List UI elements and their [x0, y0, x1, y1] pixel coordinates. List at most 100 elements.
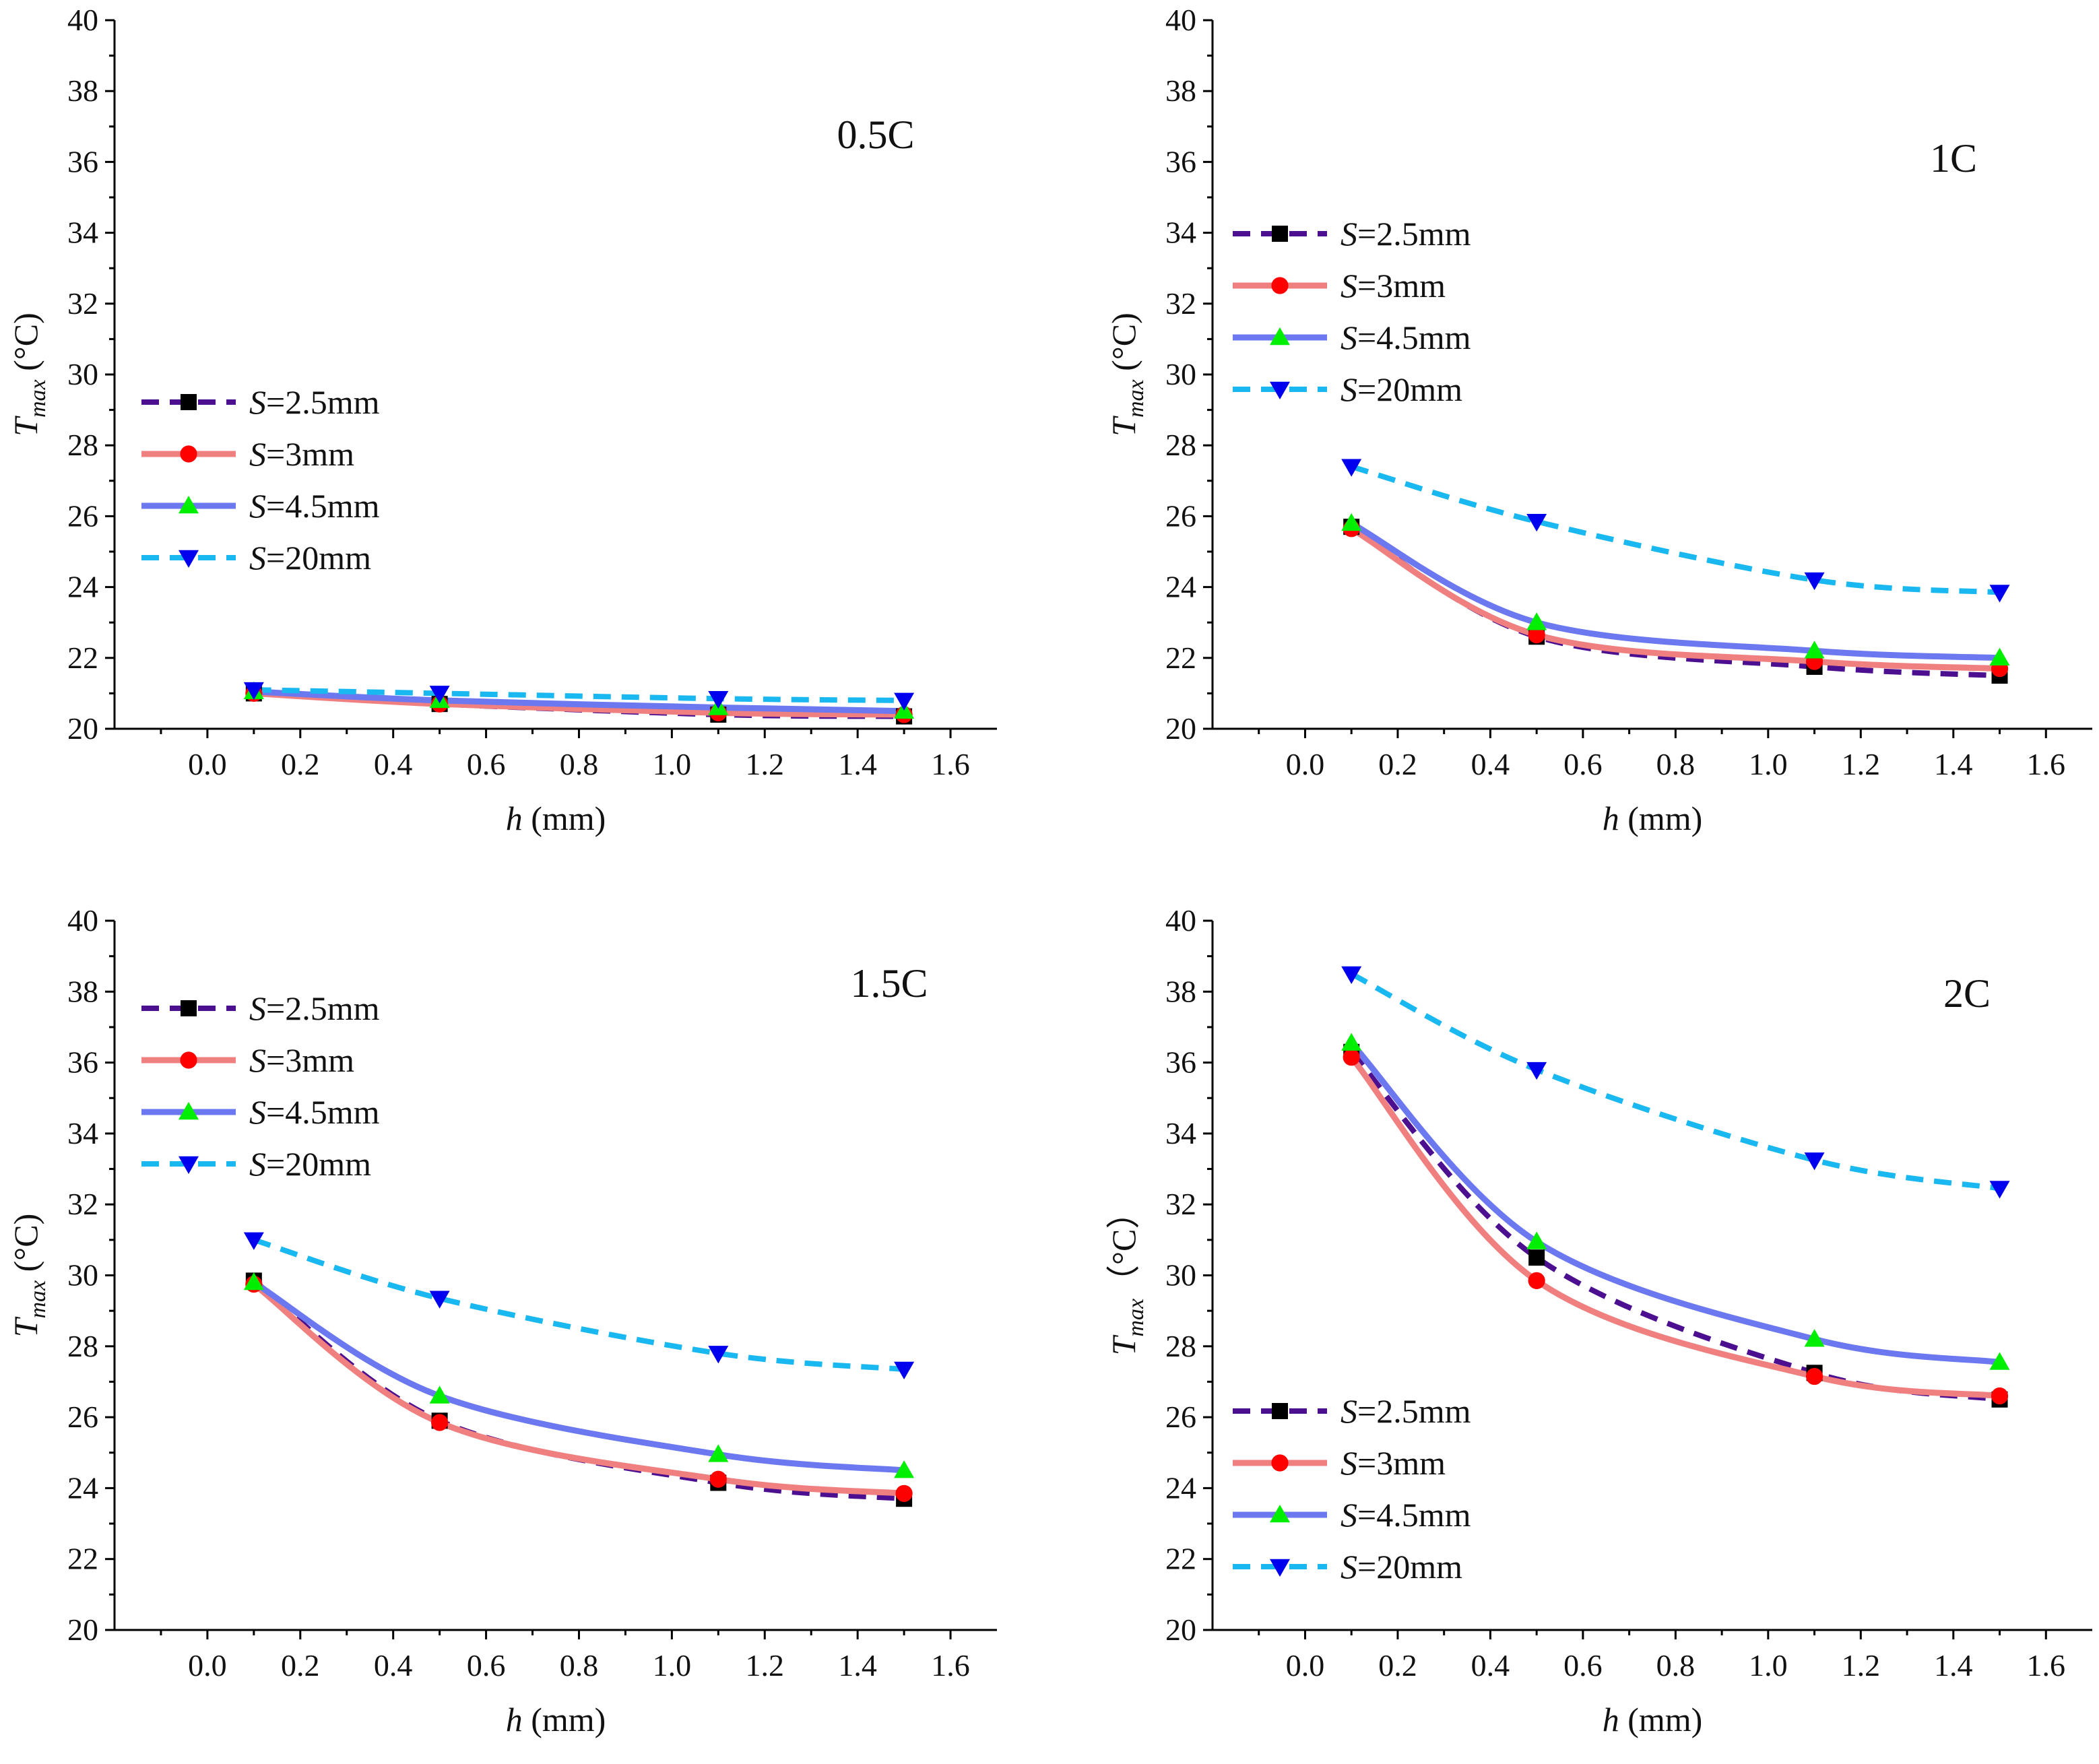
- legend-var: S: [249, 487, 266, 525]
- x-tick-label: 1.4: [838, 747, 877, 781]
- series-line-2: [1349, 525, 2000, 672]
- y-tick-label: 32: [1165, 1187, 1196, 1221]
- x-tick-label: 0.6: [1563, 1648, 1603, 1683]
- legend-entry: S=3mm: [1341, 267, 1446, 304]
- series-line-4: [1351, 463, 2000, 595]
- x-tick-label: 1.2: [1842, 1648, 1881, 1683]
- legend-entry: S=4.5mm: [249, 1093, 380, 1131]
- data-point-s4-4: [894, 1361, 915, 1380]
- series-line-1: [1349, 1050, 2001, 1402]
- y-axis-unit: (°C): [7, 1214, 44, 1280]
- x-axis-var: h: [506, 799, 523, 837]
- x-tick-label: 1.0: [653, 1648, 692, 1683]
- y-tick-label: 40: [67, 3, 98, 37]
- legend-marker: [1270, 381, 1290, 399]
- x-tick-label: 0.8: [560, 747, 599, 781]
- y-tick-label: 24: [67, 1470, 98, 1505]
- data-point-s4-1: [243, 682, 264, 700]
- legend-label: =4.5mm: [266, 1093, 380, 1131]
- y-axis-title: Tmax (°C): [7, 313, 51, 436]
- legend-entry: S=2.5mm: [1341, 215, 1471, 253]
- y-axis-title: Tmax（°C）: [1105, 1196, 1149, 1356]
- x-tick-label: 0.2: [281, 747, 320, 781]
- series-line-2: [1349, 1055, 2001, 1399]
- legend-entry: S=3mm: [249, 435, 354, 473]
- legend-marker: [1270, 327, 1290, 346]
- series-line-3: [253, 688, 905, 715]
- panel-title: 2C: [1943, 971, 1991, 1016]
- data-point-s4-3: [1804, 1152, 1825, 1171]
- y-tick-label: 28: [67, 428, 98, 462]
- y-axis-var: T: [1105, 1334, 1142, 1355]
- x-tick-label: 0.6: [467, 747, 506, 781]
- x-tick-label: 1.6: [931, 1648, 970, 1683]
- y-tick-label: 34: [67, 216, 98, 250]
- data-point-s3-3: [1804, 1329, 1825, 1347]
- data-point-s3-3: [1804, 641, 1825, 659]
- y-tick-label: 32: [67, 1187, 98, 1221]
- x-tick-label: 0.0: [188, 747, 227, 781]
- y-tick-label: 38: [67, 73, 98, 108]
- legend-entry: S=4.5mm: [249, 487, 380, 525]
- x-axis-var: h: [506, 1701, 523, 1738]
- y-tick-label: 36: [1165, 144, 1196, 178]
- legend-marker: [1270, 1505, 1290, 1523]
- legend-var: S: [249, 383, 266, 421]
- x-tick-label: 0.4: [374, 1648, 413, 1683]
- legend-label: =3mm: [1357, 1444, 1446, 1482]
- data-point-s2-3: [709, 1470, 727, 1488]
- y-tick-label: 22: [67, 1542, 98, 1576]
- x-axis-unit: (mm): [1619, 799, 1703, 837]
- y-tick-label: 26: [1165, 1400, 1196, 1434]
- data-point-s2-1: [1343, 1049, 1360, 1066]
- x-tick-label: 1.6: [2027, 747, 2066, 781]
- series-line-3: [1349, 1041, 2001, 1365]
- legend-var: S: [249, 989, 266, 1027]
- x-tick-label: 1.0: [653, 747, 692, 781]
- legend-var: S: [1341, 1444, 1357, 1482]
- legend-marker: [179, 496, 199, 514]
- data-point-s4-2: [1526, 514, 1547, 532]
- data-point-s2-2: [1528, 1272, 1545, 1289]
- y-axis-var: T: [7, 1316, 44, 1337]
- legend-label: =4.5mm: [1357, 1496, 1471, 1534]
- y-tick-label: 24: [1165, 1470, 1196, 1505]
- y-tick-label: 30: [1165, 357, 1196, 391]
- data-point-s3-2: [1526, 612, 1547, 630]
- panel-3: 20 22 24 26 28 30 32 34 36 38 40 0.0 0.2 0.4 0.6 0.8 1.0…: [7, 903, 997, 1738]
- y-tick-label: 28: [67, 1329, 98, 1363]
- y-tick-label: 20: [67, 711, 98, 746]
- x-tick-label: 0.2: [1378, 747, 1417, 781]
- y-tick-label: 20: [1165, 711, 1196, 746]
- y-axis-title: Tmax (°C): [7, 1214, 51, 1338]
- legend-marker: [181, 394, 197, 410]
- legend-entry: S=4.5mm: [1341, 1496, 1471, 1534]
- x-tick-label: 0.2: [281, 1648, 320, 1683]
- x-axis-title: h (mm): [506, 799, 606, 837]
- y-tick-label: 24: [67, 570, 98, 604]
- legend-label: =4.5mm: [1357, 319, 1471, 356]
- y-axis-subscript: max: [26, 1280, 51, 1319]
- x-axis-unit: (mm): [523, 799, 606, 837]
- legend-var: S: [1341, 370, 1357, 408]
- data-point-s3-4: [1989, 647, 2010, 666]
- legend-entry: S=2.5mm: [249, 383, 380, 421]
- y-tick-label: 34: [1165, 216, 1196, 250]
- y-tick-label: 38: [1165, 974, 1196, 1008]
- legend-entry: S=20mm: [249, 539, 371, 577]
- legend-label: =3mm: [1357, 267, 1446, 304]
- x-tick-label: 0.4: [1471, 747, 1510, 781]
- x-tick-label: 0.2: [1378, 1648, 1417, 1683]
- legend-entry: S=2.5mm: [249, 989, 380, 1027]
- data-point-s4-4: [1989, 585, 2010, 603]
- legend-var: S: [1341, 1496, 1357, 1534]
- x-axis-var: h: [1603, 799, 1619, 837]
- series-line-2: [252, 1282, 905, 1497]
- panel-title: 1C: [1930, 136, 1977, 181]
- series-line-3: [252, 1280, 905, 1474]
- data-point-s3-3: [708, 1444, 729, 1462]
- data-point-s4-3: [708, 691, 729, 709]
- legend-marker: [179, 1102, 199, 1120]
- y-tick-label: 38: [1165, 73, 1196, 108]
- x-axis-var: h: [1603, 1701, 1619, 1738]
